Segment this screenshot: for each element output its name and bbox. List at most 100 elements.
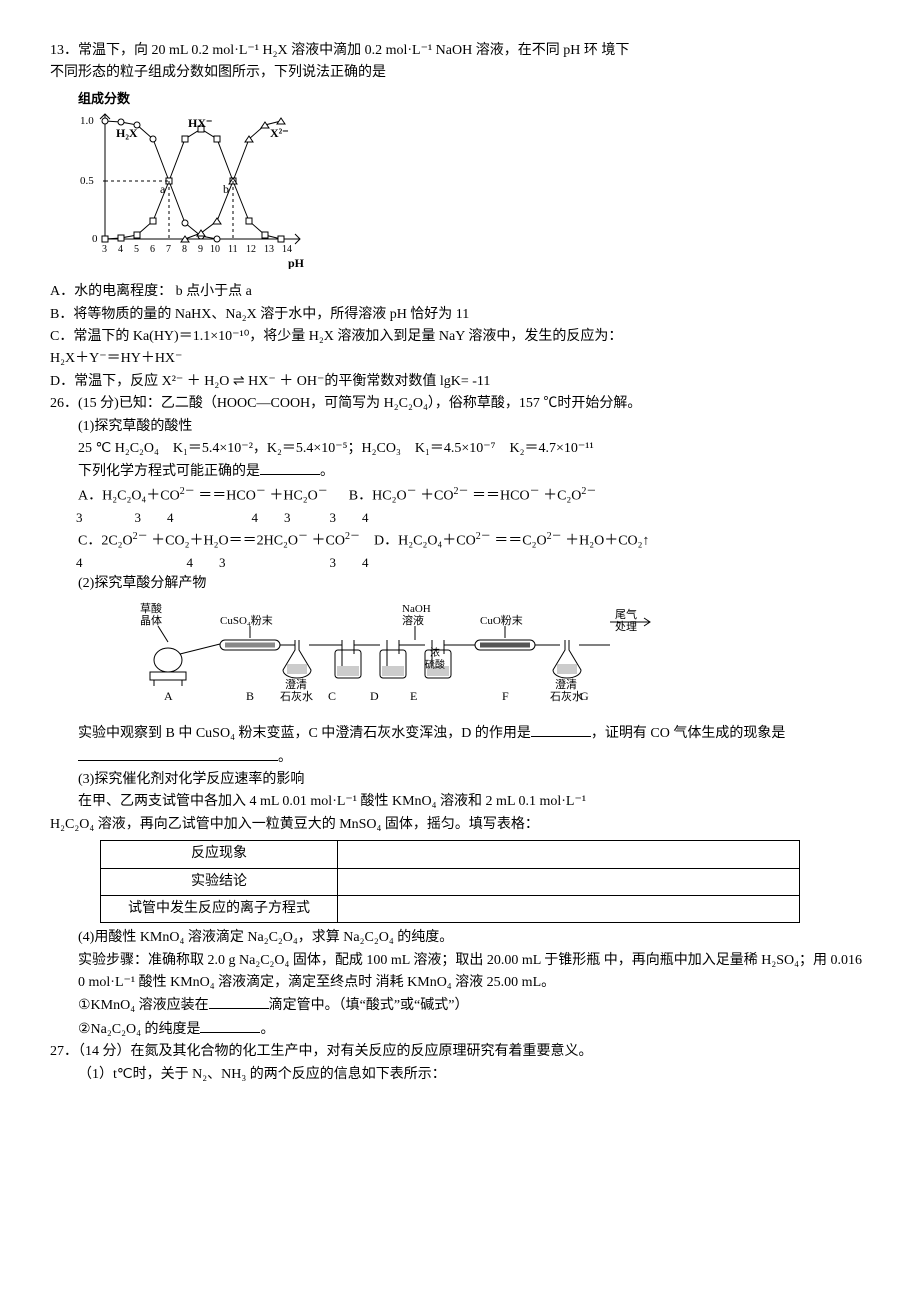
- q27-stem: 27．（14 分）在氮及其化合物的化工生产中，对有关反应的反应原理研究有着重要意…: [50, 1041, 870, 1063]
- svg-text:HX⁻: HX⁻: [188, 116, 212, 130]
- cell: 实验结论: [101, 868, 338, 895]
- svg-text:F: F: [502, 689, 509, 703]
- q26-part4-q2: ②Na₂C₂O₄ 的纯度是。: [50, 1018, 870, 1041]
- q26-part1-ask-text: 下列化学方程式可能正确的是: [78, 464, 260, 479]
- svg-text:草酸: 草酸: [140, 601, 162, 615]
- q26-part1-title: (1)探究草酸的酸性: [50, 416, 870, 438]
- svg-text:9: 9: [198, 244, 203, 255]
- svg-text:0: 0: [92, 233, 98, 245]
- blank[interactable]: [260, 460, 320, 475]
- table-row: 反应现象: [101, 841, 800, 868]
- svg-text:D: D: [370, 689, 379, 703]
- q26-p2-t2: ，证明有 CO 气体生成的现象是: [591, 726, 785, 741]
- optD-p3: ＋H₂O＋CO₂↑: [565, 533, 649, 548]
- svg-text:E: E: [410, 689, 417, 703]
- blank[interactable]: [78, 746, 278, 761]
- q26-part4-text: 实验步骤：准确称取 2.0 g Na₂C₂O₄ 固体，配成 100 mL 溶液；…: [50, 950, 870, 995]
- svg-text:C: C: [328, 689, 336, 703]
- svg-text:石灰水: 石灰水: [550, 689, 583, 703]
- blank[interactable]: [209, 994, 269, 1009]
- svg-text:澄清: 澄清: [285, 677, 307, 691]
- svg-text:B: B: [246, 689, 254, 703]
- q26-part1-ask: 下列化学方程式可能正确的是。: [50, 460, 870, 483]
- blank[interactable]: [531, 722, 591, 737]
- optC-p3: ＋CO: [312, 533, 345, 548]
- svg-text:NaOH: NaOH: [402, 603, 431, 615]
- table-row: 试管中发生反应的离子方程式: [101, 895, 800, 922]
- q26-part3-text1: 在甲、乙两支试管中各加入 4 mL 0.01 mol·L⁻¹ 酸性 KMnO₄ …: [50, 791, 870, 813]
- q26-p4-q2: ②Na₂C₂O₄ 的纯度是: [78, 1022, 200, 1037]
- q26-p4-q1b: 滴定管中。（填“酸式”或“碱式”）: [269, 998, 469, 1013]
- q13-option-c-line1: C．常温下的 Ka(HY)＝1.1×10⁻¹⁰，将少量 H₂X 溶液加入到足量 …: [50, 326, 870, 348]
- q26-apparatus: 草酸晶体 CuSO₄粉末 NaOH溶液 CuO粉末 尾气处理: [110, 600, 870, 718]
- svg-text:6: 6: [150, 244, 155, 255]
- svg-text:石灰水: 石灰水: [280, 689, 313, 703]
- blank[interactable]: [200, 1018, 260, 1033]
- svg-text:硫酸: 硫酸: [425, 658, 445, 671]
- svg-text:溶液: 溶液: [402, 613, 424, 627]
- svg-text:X²⁻: X²⁻: [270, 126, 289, 140]
- svg-text:CuSO₄粉末: CuSO₄粉末: [220, 613, 273, 627]
- svg-text:尾气: 尾气: [615, 607, 637, 621]
- q26-part2-title: (2)探究草酸分解产物: [50, 573, 870, 595]
- optD: D．H₂C₂O₄＋CO: [374, 533, 476, 548]
- optA: A．H₂C₂O₄＋CO: [78, 488, 180, 503]
- q26-p2-t1: 实验中观察到 B 中 CuSO₄ 粉末变蓝，C 中澄清石灰水变浑浊，D 的作用是: [78, 726, 531, 741]
- optC: C．2C₂O: [78, 533, 133, 548]
- svg-text:澄清: 澄清: [555, 677, 577, 691]
- blank-cell[interactable]: [338, 868, 800, 895]
- table-row: 实验结论: [101, 868, 800, 895]
- q26-opts-sub1: 3 3 4 4 3 3 4: [50, 508, 870, 529]
- svg-text:0.5: 0.5: [80, 175, 94, 187]
- optC-p2: ＋CO₂＋H₂O＝＝2HC₂O: [151, 533, 298, 548]
- q13-option-b: B．将等物质的量的 NaHX、Na₂X 溶于水中，所得溶液 pH 恰好为 11: [50, 304, 870, 326]
- q13-stem-line1: 13．常温下，向 20 mL 0.2 mol·L⁻¹ H₂X 溶液中滴加 0.2…: [50, 40, 870, 62]
- svg-text:4: 4: [118, 244, 123, 255]
- svg-text:CuO粉末: CuO粉末: [480, 613, 523, 627]
- q26-part4-q1: ①KMnO₄ 溶液应装在滴定管中。（填“酸式”或“碱式”）: [50, 994, 870, 1017]
- svg-text:pH: pH: [288, 256, 305, 269]
- svg-text:3: 3: [102, 244, 107, 255]
- svg-text:14: 14: [282, 244, 292, 255]
- cell: 试管中发生反应的离子方程式: [101, 895, 338, 922]
- svg-text:浓: 浓: [430, 647, 440, 659]
- svg-text:5: 5: [134, 244, 139, 255]
- svg-text:1.0: 1.0: [80, 115, 94, 127]
- svg-text:晶体: 晶体: [140, 613, 162, 627]
- cell: 反应现象: [101, 841, 338, 868]
- svg-text:H₂X: H₂X: [116, 126, 138, 140]
- optA-p2: ＝＝HCO: [198, 488, 256, 503]
- svg-text:A: A: [164, 689, 173, 703]
- svg-text:11: 11: [228, 244, 238, 255]
- chart-y-label: 组成分数: [78, 91, 131, 106]
- svg-text:12: 12: [246, 244, 256, 255]
- q26-table: 反应现象 实验结论 试管中发生反应的离子方程式: [100, 840, 800, 923]
- svg-text:a: a: [160, 182, 166, 196]
- optB: B．HC₂O: [349, 488, 407, 503]
- svg-text:13: 13: [264, 244, 274, 255]
- q27-part1: （1）t℃时，关于 N₂、NH₃ 的两个反应的信息如下表所示：: [50, 1064, 870, 1086]
- svg-text:8: 8: [182, 244, 187, 255]
- q26-stem: 26．(15 分)已知：乙二酸（HOOC—COOH，可简写为 H₂C₂O₄），俗…: [50, 393, 870, 415]
- optB-p3: ＝＝HCO: [472, 488, 530, 503]
- q26-opts-row2: C．2C₂O2－ ＋CO₂＋H₂O＝＝2HC₂O－ ＋CO2－ D．H₂C₂O₄…: [50, 529, 870, 553]
- svg-text:10: 10: [210, 244, 220, 255]
- q13-stem-line2: 不同形态的粒子组成分数如图所示，下列说法正确的是: [50, 62, 870, 84]
- blank-cell[interactable]: [338, 841, 800, 868]
- q26-part4-title: (4)用酸性 KMnO₄ 溶液滴定 Na₂C₂O₄，求算 Na₂C₂O₄ 的纯度…: [50, 927, 870, 949]
- q13-chart: 组成分数 1.0 0.5 0 345 678 9 10 11 12 13 14 pH: [70, 89, 870, 277]
- optB-p2: ＋CO: [420, 488, 453, 503]
- q13-option-a: A．水的电离程度： b 点小于点 a: [50, 281, 870, 303]
- q26-part3-text2: H₂C₂O₄ 溶液，再向乙试管中加入一粒黄豆大的 MnSO₄ 固体，摇匀。填写表…: [50, 814, 870, 836]
- optB-p4: ＋C₂O: [543, 488, 581, 503]
- q13-option-d: D．常温下，反应 X²⁻ ＋ H₂O ⇌ HX⁻ ＋ OH⁻的平衡常数对数值 l…: [50, 371, 870, 393]
- q26-part1-data: 25 ℃ H₂C₂O₄ K₁＝5.4×10⁻²，K₂＝5.4×10⁻⁵；H₂CO…: [50, 438, 870, 460]
- svg-text:7: 7: [166, 244, 171, 255]
- optA-p3: ＋HC₂O: [269, 488, 317, 503]
- blank-cell[interactable]: [338, 895, 800, 922]
- q26-opts-row1: A．H₂C₂O₄＋CO2－ ＝＝HCO－ ＋HC₂O－ B．HC₂O－ ＋CO2…: [50, 484, 870, 508]
- q26-part3-title: (3)探究催化剂对化学反应速率的影响: [50, 769, 870, 791]
- q26-opts-sub2: 4 4 3 3 4: [50, 553, 870, 574]
- q26-part2-line: 实验中观察到 B 中 CuSO₄ 粉末变蓝，C 中澄清石灰水变浑浊，D 的作用是…: [50, 722, 870, 769]
- svg-text:G: G: [580, 689, 589, 703]
